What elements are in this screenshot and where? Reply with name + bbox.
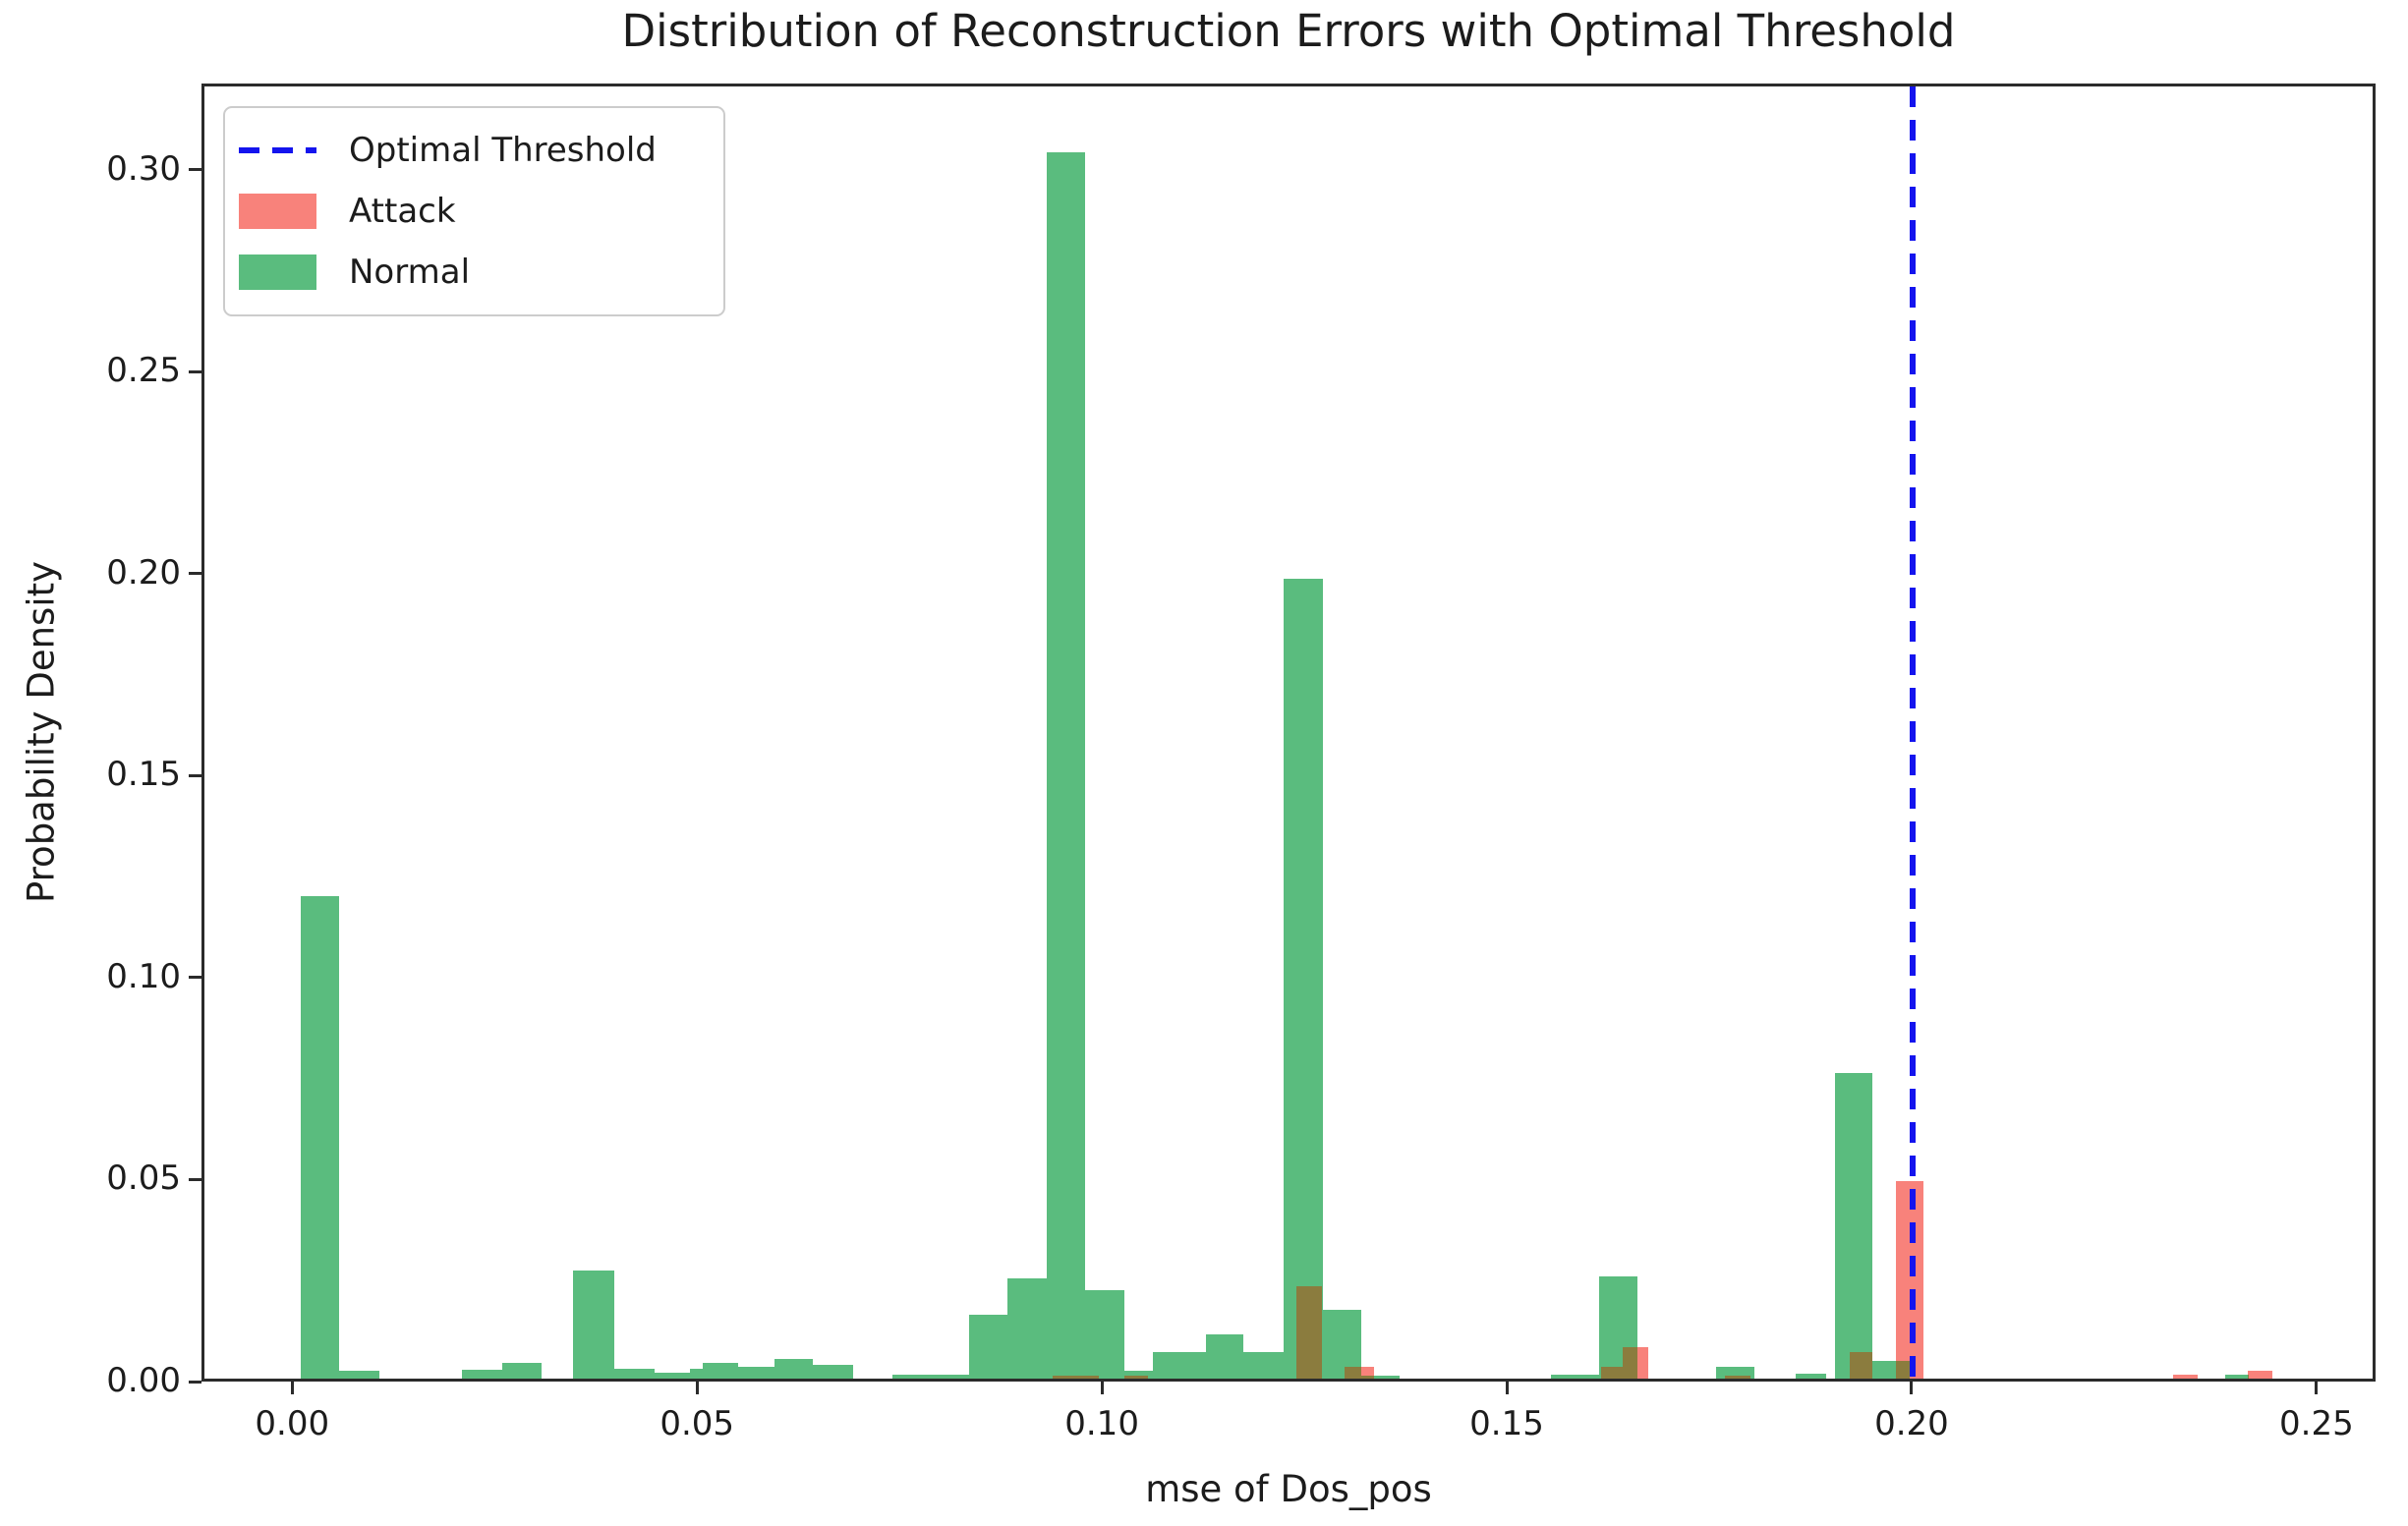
y-tick-mark [189, 1177, 201, 1181]
overlap-region [1052, 1375, 1086, 1379]
normal-bar [1243, 1352, 1285, 1379]
x-tick-label: 0.20 [1874, 1404, 1949, 1443]
normal-bar [573, 1270, 615, 1379]
legend-label: Attack [349, 192, 456, 231]
overlap-region [1725, 1375, 1751, 1379]
normal-bar [614, 1368, 656, 1379]
normal-bar [1795, 1374, 1826, 1379]
legend-label: Optimal Threshold [349, 131, 657, 170]
optimal-threshold-line [1909, 86, 1916, 1379]
overlap-region [1360, 1375, 1374, 1379]
normal-bar [1834, 1072, 1873, 1379]
normal-bar [689, 1368, 703, 1379]
y-tick-mark [189, 1380, 201, 1384]
overlap-region [1085, 1375, 1099, 1379]
normal-bar [339, 1370, 380, 1379]
y-tick-mark [189, 976, 201, 980]
x-tick-label: 0.05 [659, 1404, 735, 1443]
bars-layer [204, 86, 2373, 1379]
normal-bar [502, 1362, 543, 1379]
legend-item-attack: Attack [239, 192, 708, 231]
y-tick-mark [189, 168, 201, 172]
legend-item-threshold: Optimal Threshold [239, 131, 708, 170]
normal-bar [813, 1364, 853, 1379]
normal-bar [1284, 578, 1323, 1379]
normal-bar [774, 1358, 814, 1379]
legend-item-normal: Normal [239, 253, 708, 292]
x-tick-mark [695, 1382, 699, 1394]
normal-bar [738, 1366, 775, 1379]
y-tick-mark [189, 369, 201, 373]
legend: Optimal Threshold Attack Normal [223, 106, 725, 316]
x-tick-mark [2315, 1382, 2319, 1394]
normal-bar [892, 1374, 970, 1379]
x-tick-mark [1100, 1382, 1104, 1394]
x-tick-label: 0.15 [1469, 1404, 1544, 1443]
attack-bar [2173, 1374, 2198, 1379]
normal-bar [1123, 1370, 1154, 1379]
normal-bar [1550, 1374, 1599, 1379]
y-axis-label: Probability Density [20, 560, 63, 904]
x-tick-label: 0.25 [2279, 1404, 2354, 1443]
x-axis-label: mse of Dos_pos [1145, 1468, 1432, 1510]
normal-bar [702, 1362, 739, 1379]
chart-title: Distribution of Reconstruction Errors wi… [621, 5, 1956, 57]
x-tick-mark [1505, 1382, 1509, 1394]
normal-swatch-icon [239, 254, 316, 290]
normal-bar [655, 1372, 690, 1379]
overlap-region [1622, 1347, 1638, 1379]
attack-bar [2248, 1370, 2273, 1379]
y-tick-mark [189, 572, 201, 576]
overlap-region [1849, 1352, 1873, 1379]
x-tick-label: 0.00 [255, 1404, 330, 1443]
normal-bar [1046, 151, 1086, 1379]
overlap-region [1345, 1366, 1361, 1379]
y-tick-label: 0.30 [106, 148, 181, 189]
normal-bar [462, 1369, 503, 1379]
overlap-region [2248, 1374, 2250, 1379]
normal-bar [1153, 1352, 1206, 1379]
dashed-line-swatch-icon [239, 147, 316, 153]
overlap-region [1123, 1375, 1149, 1379]
normal-bar [300, 895, 340, 1379]
y-tick-label: 0.05 [106, 1159, 181, 1199]
normal-bar [2224, 1374, 2250, 1379]
overlap-region [1896, 1360, 1911, 1379]
y-tick-label: 0.10 [106, 956, 181, 996]
normal-bar [1360, 1375, 1400, 1379]
normal-bar [1007, 1277, 1047, 1379]
legend-label: Normal [349, 253, 471, 292]
attack-swatch-icon [239, 194, 316, 229]
x-tick-label: 0.10 [1064, 1404, 1139, 1443]
y-tick-label: 0.25 [106, 351, 181, 391]
y-tick-label: 0.15 [106, 755, 181, 795]
y-tick-mark [189, 773, 201, 777]
y-tick-label: 0.00 [106, 1361, 181, 1400]
normal-bar [1205, 1333, 1244, 1379]
normal-bar [969, 1314, 1008, 1379]
x-tick-mark [290, 1382, 294, 1394]
overlap-region [1600, 1366, 1623, 1379]
x-tick-mark [1910, 1382, 1914, 1394]
overlap-region [1295, 1285, 1323, 1379]
y-tick-label: 0.20 [106, 552, 181, 593]
normal-bar [1085, 1289, 1124, 1379]
